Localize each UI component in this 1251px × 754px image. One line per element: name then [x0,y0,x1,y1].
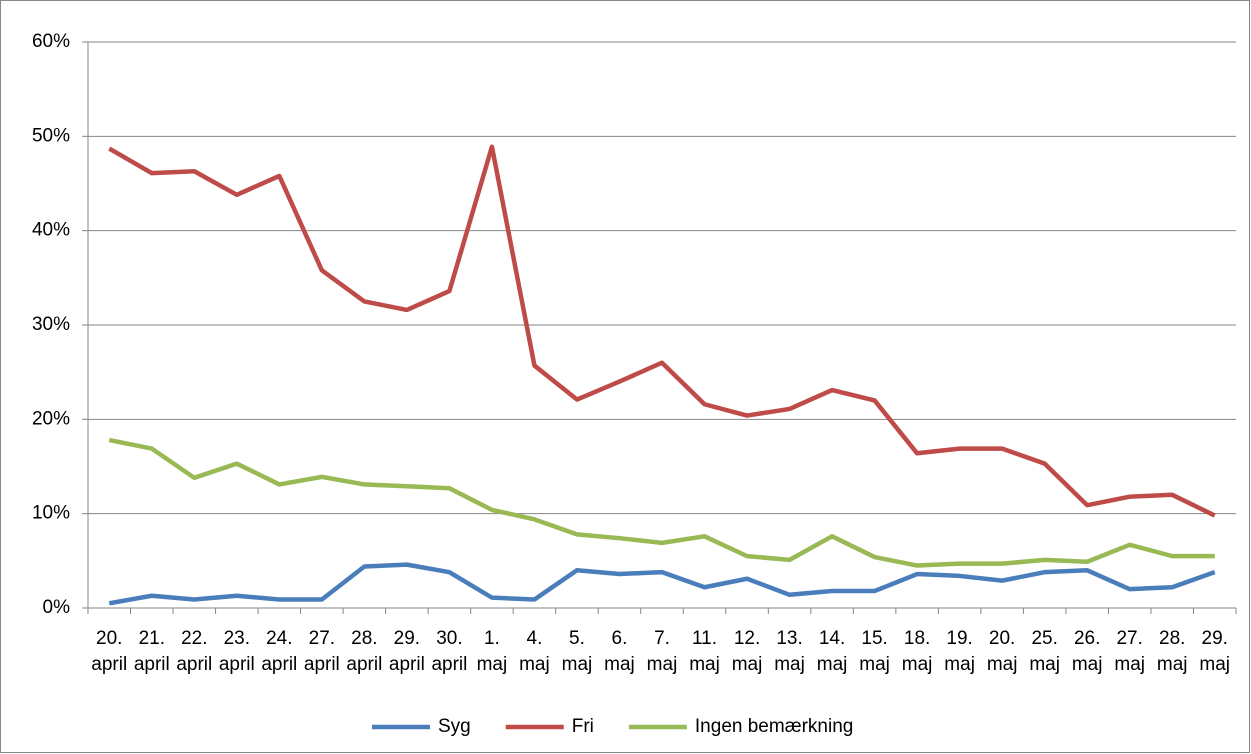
x-tick-label: 24. april [261,628,298,675]
y-tick-label: 10% [32,503,70,524]
x-tick-label: 23. april [218,628,255,675]
y-tick-label: 30% [32,314,70,335]
x-tick-label: 6. maj [604,628,635,675]
x-tick-label: 25. maj [1029,628,1060,675]
y-tick-label: 60% [32,31,70,52]
x-tick-label: 4. maj [519,628,550,675]
x-tick-label: 12. maj [731,628,763,675]
x-tick-label: 28. april [346,628,383,675]
x-tick-label: 22. april [176,628,213,675]
legend-label: Ingen bemærkning [695,716,853,737]
y-tick-label: 40% [32,220,70,241]
x-tick-label: 13. maj [774,628,805,675]
x-tick-label: 30. april [431,628,468,675]
x-tick-label: 19. maj [944,628,975,675]
x-tick-label: 15. maj [859,628,890,675]
legend-label: Syg [438,716,471,737]
x-tick-label: 20. maj [986,628,1018,675]
x-tick-label: 11. maj [689,628,720,675]
y-tick-label: 0% [43,597,71,618]
y-tick-label: 50% [32,125,70,146]
x-tick-label: 20. april [91,628,128,675]
line-series [108,437,1215,568]
line-series [108,562,1216,606]
x-tick-label: 21. april [133,628,170,675]
x-tick-label: 27. maj [1114,628,1145,675]
x-tick-label: 29. maj [1199,628,1231,675]
x-tick-label: 7. maj [646,628,678,675]
x-tick-label: 1. maj [476,628,508,675]
x-tick-label: 29. april [388,628,425,675]
x-tick-label: 28. maj [1156,628,1188,675]
x-tick-label: 27. april [303,628,340,675]
line-series [108,144,1216,518]
x-tick-label: 26. maj [1071,628,1103,675]
legend-label: Fri [572,716,594,737]
x-tick-label: 5. maj [561,628,593,675]
x-tick-label: 14. maj [816,628,848,675]
y-tick-label: 20% [32,408,70,429]
x-tick-label: 18. maj [901,628,933,675]
